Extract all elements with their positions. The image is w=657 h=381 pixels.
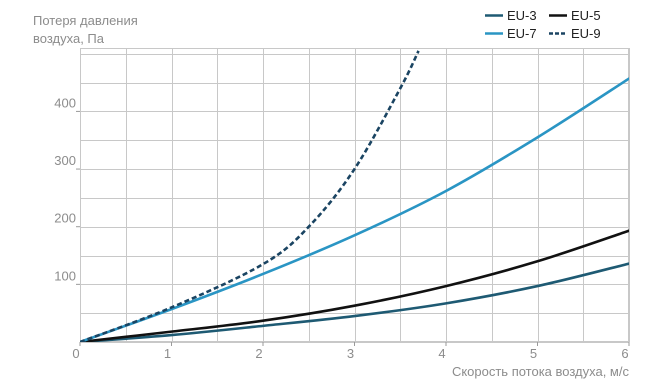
- series-line-eu-9: [80, 50, 420, 342]
- x-tick-label: 0: [72, 346, 79, 361]
- chart-axes: 100 200 300 400 0 1 2 3 4 5 6: [54, 95, 630, 361]
- legend-label-eu-5: EU-5: [571, 8, 601, 23]
- x-tick-label: 5: [530, 346, 537, 361]
- chart-series: [80, 50, 629, 342]
- x-tick-label: 2: [255, 346, 262, 361]
- y-tick-label: 300: [54, 153, 76, 168]
- chart-legend: EU-3 EU-5 EU-7 EU-9: [485, 8, 601, 41]
- legend-label-eu-3: EU-3: [507, 8, 537, 23]
- x-tick-label: 4: [438, 346, 445, 361]
- y-axis-label-line-2: воздуха, Па: [33, 31, 105, 46]
- legend-label-eu-7: EU-7: [507, 26, 537, 41]
- series-line-eu-5: [80, 229, 629, 342]
- x-tick-label: 6: [621, 346, 628, 361]
- x-tick-label: 3: [347, 346, 354, 361]
- plot-frame: [80, 48, 629, 342]
- x-axis-label: Скорость потока воздуха, м/с: [452, 364, 630, 379]
- y-tick-label: 400: [54, 95, 76, 110]
- chart-grid: [80, 48, 630, 343]
- y-axis-label-line-1: Потеря давления: [33, 13, 138, 28]
- series-line-eu-7: [80, 77, 629, 342]
- y-tick-label: 200: [54, 211, 76, 226]
- y-tick-label: 100: [54, 268, 76, 283]
- x-tick-label: 1: [164, 346, 171, 361]
- legend-label-eu-9: EU-9: [571, 26, 601, 41]
- series-line-eu-3: [80, 262, 629, 342]
